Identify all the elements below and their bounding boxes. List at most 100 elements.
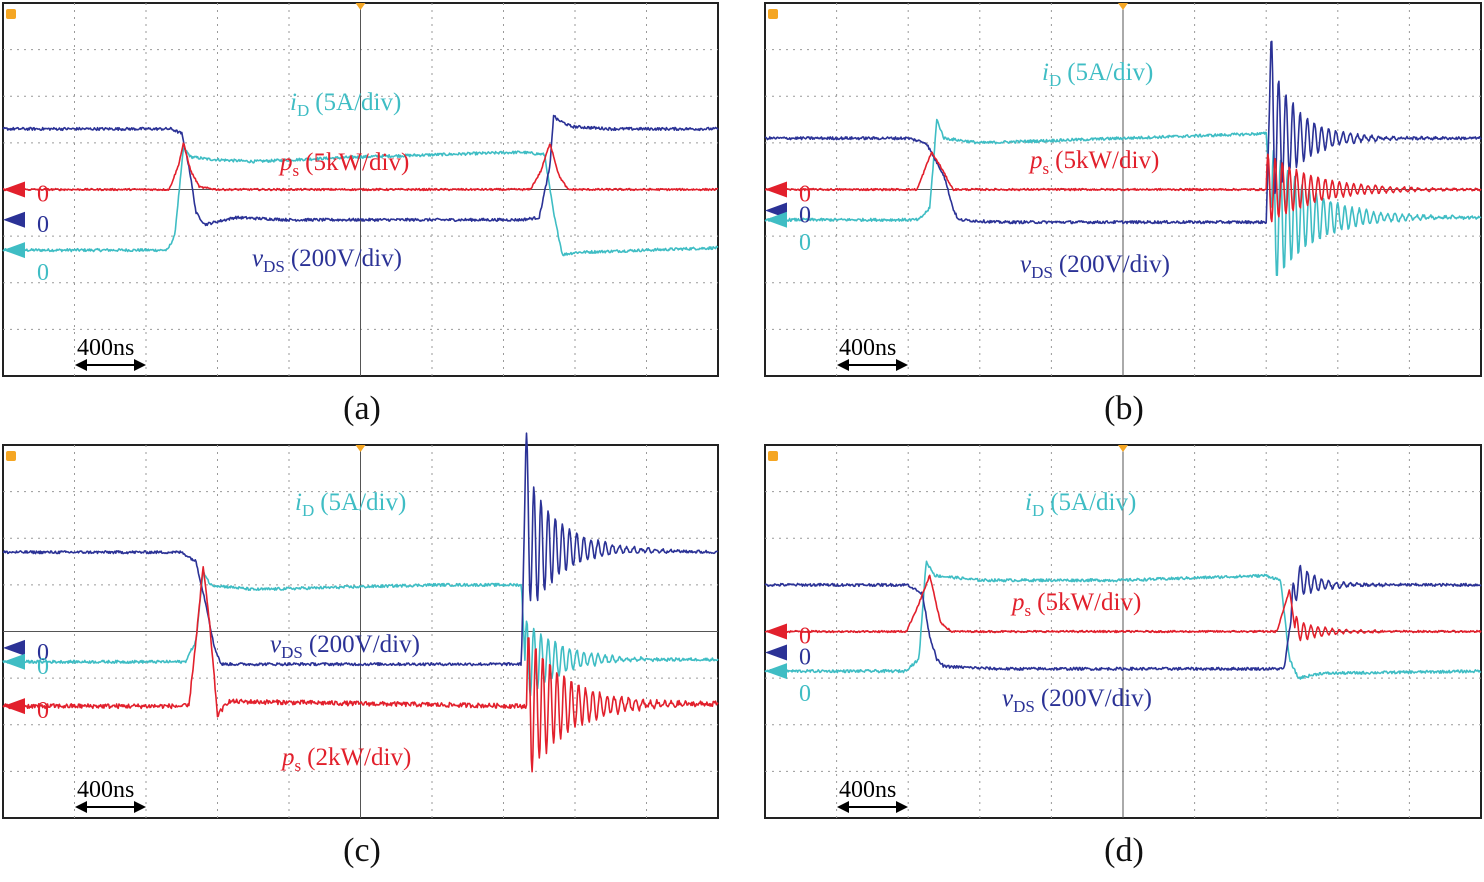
label-symbol: i <box>290 89 297 116</box>
zero-arrow-ps-icon <box>765 623 787 640</box>
trace-label-vDS: vDS (200V/div) <box>1002 685 1152 716</box>
scope-frame-a <box>2 2 719 377</box>
arrow-right-icon <box>134 359 146 371</box>
zero-arrow-vDS-icon <box>3 639 25 656</box>
arrow-left-icon <box>75 359 87 371</box>
panel-a: 0 0 0 iD (5A/div) ps (5kW/div) vDS (200V/div) 400… <box>2 2 719 377</box>
caption-b: (b) <box>1104 390 1144 427</box>
zero-arrow-iD-icon <box>765 211 787 228</box>
zero-label-ps: 0 <box>799 624 811 650</box>
grid-c <box>3 445 718 818</box>
arrow-right-icon <box>134 801 146 813</box>
zero-arrow-vDS-icon <box>765 644 787 661</box>
trigger-marker-icon <box>1118 3 1128 10</box>
zero-arrow-ps-icon <box>765 181 787 198</box>
trace-ps-a <box>2 142 719 192</box>
trace-ps-b <box>764 151 1482 223</box>
label-scale: (5A/div) <box>315 89 401 116</box>
trace-ps-c <box>2 566 719 773</box>
arrow-left-icon <box>837 359 849 371</box>
label-symbol: v <box>1002 685 1014 712</box>
zero-arrow-iD-icon <box>3 242 25 259</box>
zero-arrow-ps-icon <box>3 698 25 715</box>
trace-label-vDS: vDS (200V/div) <box>270 631 420 662</box>
timescale-label: 400ns <box>839 777 896 803</box>
trace-vDS-d <box>764 564 1482 671</box>
label-symbol: i <box>1025 489 1032 516</box>
zero-arrow-iD-icon <box>3 653 25 670</box>
trace-label-iD: iD (5A/div) <box>290 89 401 120</box>
label-subscript: s <box>1025 601 1032 620</box>
zero-label-iD: 0 <box>799 681 811 707</box>
trace-label-ps: ps (5kW/div) <box>1028 147 1159 178</box>
trace-vDS-c <box>2 432 719 667</box>
caption-d: (d) <box>1104 832 1144 869</box>
label-scale: (5A/div) <box>1050 489 1136 516</box>
trigger-level-icon <box>6 9 16 19</box>
trace-vDS-b <box>764 40 1482 225</box>
scope-frame-b <box>764 2 1482 377</box>
timescale-marker: 400ns <box>837 777 908 813</box>
zero-label-vDS: 0 <box>37 212 49 238</box>
arrow-left-icon <box>75 801 87 813</box>
trigger-marker-icon <box>1118 445 1128 452</box>
timescale-marker: 400ns <box>837 335 908 371</box>
trace-label-ps: ps (5kW/div) <box>1010 589 1141 620</box>
trace-iD-b <box>764 118 1482 276</box>
zero-label-iD: 0 <box>37 260 49 286</box>
label-subscript: DS <box>1031 263 1053 282</box>
scope-frame-d <box>764 444 1482 819</box>
label-symbol: p <box>1010 589 1025 616</box>
label-scale: (5kW/div) <box>1037 589 1141 616</box>
label-symbol: i <box>295 489 302 516</box>
label-symbol: p <box>1028 147 1043 174</box>
arrow-right-icon <box>896 359 908 371</box>
zero-label-vDS: 0 <box>37 640 49 666</box>
trigger-level-icon <box>768 9 778 19</box>
zero-arrow-vDS-icon <box>765 202 787 219</box>
trace-label-iD: iD (5A/div) <box>1025 489 1136 520</box>
zero-label-ps: 0 <box>799 182 811 208</box>
trace-iD-a <box>2 147 719 257</box>
trace-label-ps: ps (5kW/div) <box>278 149 409 180</box>
trace-label-vDS: vDS (200V/div) <box>1020 251 1170 282</box>
trace-iD-c <box>2 568 719 697</box>
trigger-level-icon <box>6 451 16 461</box>
label-scale: (200V/div) <box>291 245 402 272</box>
label-subscript: DS <box>281 643 303 662</box>
label-subscript: s <box>295 756 302 775</box>
arrow-left-icon <box>837 801 849 813</box>
timescale-label: 400ns <box>77 335 134 361</box>
trigger-marker-icon <box>355 3 366 10</box>
label-subscript: DS <box>1013 697 1035 716</box>
zero-label-vDS: 0 <box>799 644 811 670</box>
caption-c: (c) <box>343 832 381 869</box>
label-subscript: D <box>297 101 309 120</box>
label-symbol: p <box>278 149 293 176</box>
trace-label-vDS: vDS (200V/div) <box>252 245 402 276</box>
label-scale: (5A/div) <box>320 489 406 516</box>
label-symbol: p <box>280 744 295 771</box>
trace-ps-d <box>764 574 1482 642</box>
zero-arrow-vDS-icon <box>3 211 25 228</box>
zero-arrow-ps-icon <box>3 181 25 198</box>
trace-label-iD: iD (5A/div) <box>1042 59 1153 90</box>
label-scale: (200V/div) <box>309 631 420 658</box>
grid-b <box>765 3 1481 376</box>
trace-vDS-a <box>2 114 719 227</box>
trace-label-ps: ps (2kW/div) <box>280 744 411 775</box>
label-symbol: v <box>252 245 264 272</box>
zero-label-ps: 0 <box>37 182 49 208</box>
label-subscript: DS <box>263 257 285 276</box>
label-subscript: D <box>1032 501 1044 520</box>
label-scale: (5kW/div) <box>1055 147 1159 174</box>
label-scale: (200V/div) <box>1041 685 1152 712</box>
arrow-right-icon <box>896 801 908 813</box>
timescale-label: 400ns <box>839 335 896 361</box>
trigger-marker-icon <box>355 445 366 452</box>
grid-d <box>765 445 1481 818</box>
